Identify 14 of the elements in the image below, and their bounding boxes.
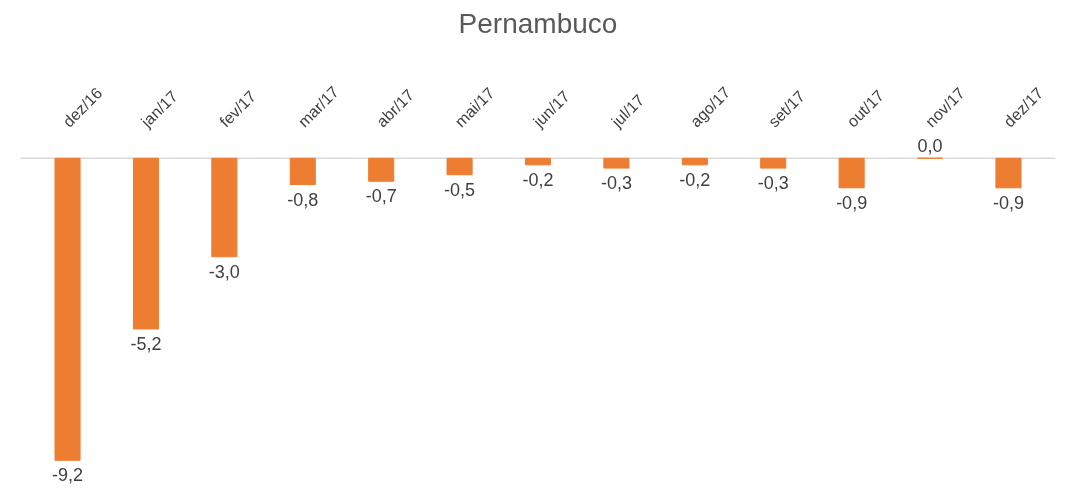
data-label: -0,2 [522,169,554,190]
data-label: -0,3 [600,173,632,194]
data-label: -3,0 [208,261,240,282]
chart-title: Pernambuco [458,7,618,39]
data-label: -5,2 [130,333,162,354]
data-label: -0,5 [444,179,476,200]
data-label: -0,9 [992,192,1024,213]
data-label: -0,7 [365,186,397,207]
data-label: -0,8 [287,189,319,210]
data-label: -9,2 [52,465,84,486]
data-label: -0,9 [836,192,868,213]
data-label: -0,3 [757,173,789,194]
data-label: 0,0 [917,136,943,157]
data-label: -0,2 [679,169,711,190]
